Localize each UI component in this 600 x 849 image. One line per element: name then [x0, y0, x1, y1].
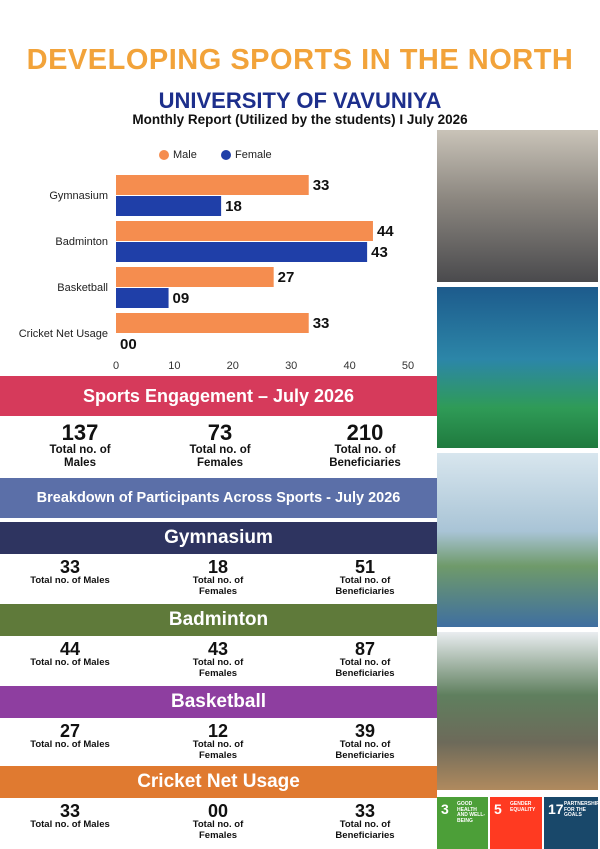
data-label: 43 — [371, 244, 388, 261]
x-tick-label: 20 — [227, 360, 239, 372]
sdg-number: 17 — [548, 801, 564, 817]
stat-value: 44 — [59, 639, 81, 659]
stat-value: 73 — [207, 420, 233, 445]
x-tick-label: 40 — [343, 360, 355, 372]
stat: 33 Total no. of Males — [10, 802, 130, 831]
stat: 33 Total no. of Males — [10, 558, 130, 587]
data-label: 44 — [377, 223, 394, 240]
stat-label: Total no. of Females — [192, 657, 244, 679]
category-label: Gymnasium — [49, 190, 108, 202]
stat-label: Total no. of Males — [30, 575, 110, 586]
university: UNIVERSITY OF VAVUNIYA — [158, 88, 442, 113]
sport-banner: Cricket Net Usage — [0, 766, 437, 798]
x-tick-label: 30 — [285, 360, 297, 372]
stat-value: 33 — [59, 801, 81, 821]
legend-swatch — [221, 150, 231, 160]
photo-badminton — [437, 287, 598, 448]
photo-gym — [437, 130, 598, 282]
stat-value: 27 — [59, 721, 81, 741]
stat-label: Total no. of Females — [192, 575, 244, 597]
stat-value: 43 — [207, 639, 229, 659]
data-label: 33 — [313, 315, 330, 332]
stat: 44 Total no. of Males — [10, 640, 130, 669]
category-label: Basketball — [57, 282, 108, 294]
stat-value: 00 — [207, 801, 229, 821]
bar — [116, 196, 222, 216]
x-tick-label: 0 — [113, 360, 119, 372]
stat: 39 Total no. of Beneficiaries — [305, 722, 425, 762]
stat-value: 51 — [354, 557, 376, 577]
data-label: 27 — [278, 269, 295, 286]
category-label: Cricket Net Usage — [19, 328, 108, 340]
stat: 210 Total no. of Beneficiaries — [305, 422, 425, 470]
stat: 12 Total no. of Females — [158, 722, 278, 762]
bar — [116, 242, 368, 262]
stat-label: Total no. of Males — [30, 739, 110, 750]
data-label: 33 — [313, 177, 330, 194]
sdg-label: GOOD HEALTH AND WELL-BEING — [457, 801, 486, 824]
sdg-number: 3 — [441, 801, 449, 817]
section-banner: Sports Engagement – July 2026 — [0, 376, 437, 416]
stat-label: Total no. of Males — [30, 657, 110, 668]
stat-label: Total no. of Beneficiaries — [329, 444, 401, 470]
x-tick-label: 50 — [402, 360, 414, 372]
legend-label: Female — [235, 149, 272, 161]
data-label: 00 — [120, 336, 137, 353]
category-label: Badminton — [55, 236, 108, 248]
bar — [116, 221, 373, 241]
sdg-tile: 17 PARTNERSHIPS FOR THE GOALS — [544, 797, 600, 849]
stat-label: Total no. of Beneficiaries — [335, 575, 395, 597]
sport-banner: Basketball — [0, 686, 437, 718]
stat-value: 33 — [59, 557, 81, 577]
bar — [116, 175, 309, 195]
stat: 137 Total no. of Males — [20, 422, 140, 470]
stat: 87 Total no. of Beneficiaries — [305, 640, 425, 680]
bar — [116, 267, 274, 287]
stat-value: 137 — [61, 420, 99, 445]
data-label: 18 — [225, 198, 242, 215]
stat: 33 Total no. of Beneficiaries — [305, 802, 425, 842]
sdg-label: GENDER EQUALITY — [510, 801, 536, 813]
photo-basketball — [437, 453, 598, 627]
stat: 18 Total no. of Females — [158, 558, 278, 598]
stat-label: Total no. of Beneficiaries — [335, 657, 395, 679]
stat: 51 Total no. of Beneficiaries — [305, 558, 425, 598]
sdg-label: PARTNERSHIPS FOR THE GOALS — [564, 801, 600, 818]
stat: 73 Total no. of Females — [160, 422, 280, 470]
stat-label: Total no. of Males — [49, 444, 111, 470]
legend-swatch — [159, 150, 169, 160]
stat: 00 Total no. of Females — [158, 802, 278, 842]
sport-banner: Gymnasium — [0, 522, 437, 554]
bar — [116, 288, 169, 308]
page-title: DEVELOPING SPORTS IN THE NORTH — [26, 44, 574, 76]
chart: Male Female 0 10 20 30 40 50 Gymnasium 33 18 Badmin… — [19, 149, 414, 372]
stat-label: Total no. of Females — [192, 739, 244, 761]
section-banner: Breakdown of Participants Across Sports … — [0, 478, 437, 518]
data-label: 09 — [173, 290, 190, 307]
stat-label: Total no. of Males — [30, 819, 110, 830]
x-tick-label: 10 — [168, 360, 180, 372]
stat-label: Total no. of Females — [189, 444, 251, 470]
sdg-number: 5 — [494, 801, 502, 817]
stat-value: 87 — [354, 639, 376, 659]
stat-value: 18 — [207, 557, 229, 577]
legend-label: Male — [173, 149, 197, 161]
sdg-tile: 3 GOOD HEALTH AND WELL-BEING — [437, 797, 488, 849]
sdg-tile: 5 GENDER EQUALITY — [490, 797, 542, 849]
stat-label: Total no. of Beneficiaries — [335, 819, 395, 841]
sport-banner: Badminton — [0, 604, 437, 636]
subtitle: Monthly Report (Utilized by the students… — [132, 112, 468, 127]
stat-value: 39 — [354, 721, 376, 741]
bar — [116, 313, 309, 333]
stat: 27 Total no. of Males — [10, 722, 130, 751]
stat-value: 33 — [354, 801, 376, 821]
stat: 43 Total no. of Females — [158, 640, 278, 680]
stat-label: Total no. of Beneficiaries — [335, 739, 395, 761]
stat-label: Total no. of Females — [192, 819, 244, 841]
photo-cricket — [437, 632, 598, 790]
stat-value: 210 — [346, 420, 384, 445]
stat-value: 12 — [207, 721, 229, 741]
